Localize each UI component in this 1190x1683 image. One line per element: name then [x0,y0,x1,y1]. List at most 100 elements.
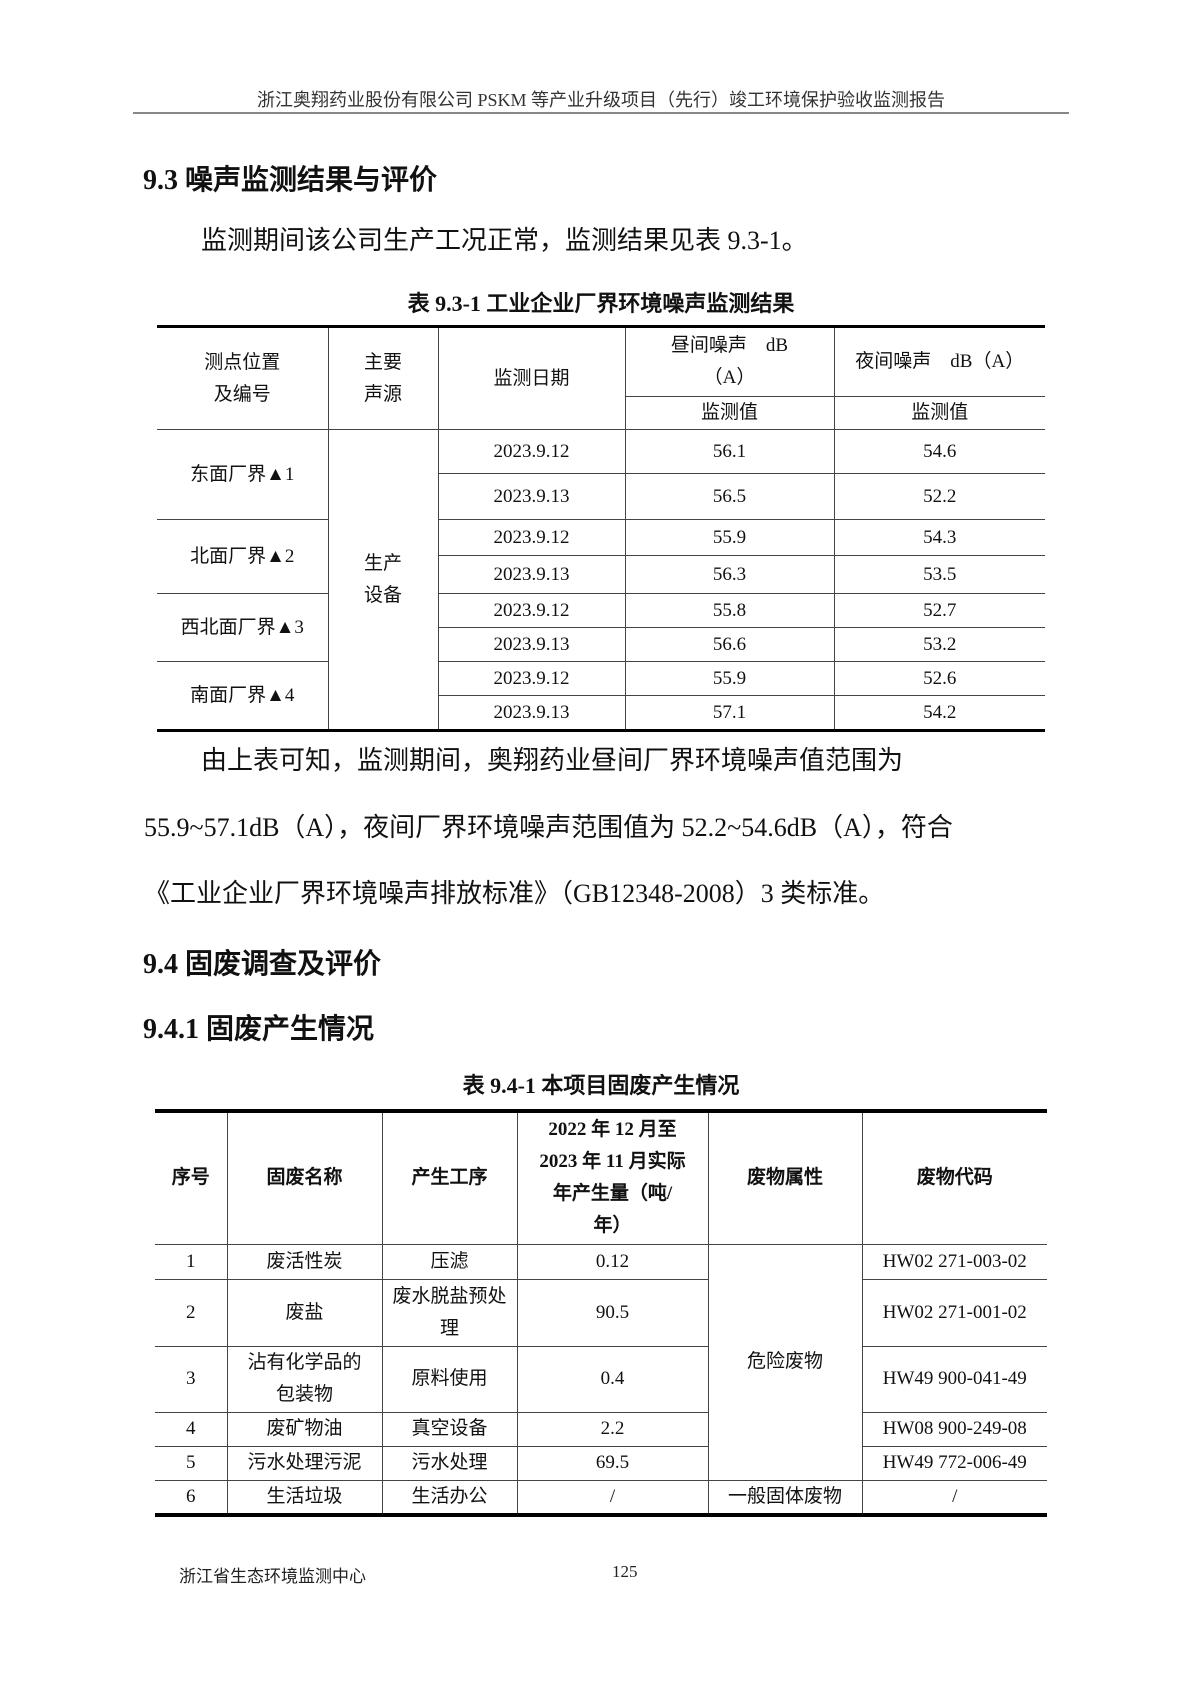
no-cell: 4 [155,1411,228,1447]
night-value-cell: 52.7 [833,593,1045,628]
date-cell: 2023.9.13 [438,627,626,662]
header-amount: 2022 年 12 月至 2023 年 11 月实际 年产生量（吨/年） [516,1110,709,1245]
header-location: 测点位置 及编号 [157,326,329,430]
header-night-value: 监测值 [833,396,1045,430]
table2-caption: 表 9.4-1 本项目固废产生情况 [462,1073,740,1098]
conclusion-line-1: 由上表可知，监测期间，奥翔药业昼间厂界环境噪声值范围为 [201,746,904,775]
date-cell: 2023.9.13 [438,555,626,594]
day-value-cell: 55.9 [624,661,835,696]
footer-organization: 浙江省生态环境监测中心 [179,1567,366,1586]
running-header: 浙江奥翔药业股份有限公司 PSKM 等产业升级项目（先行）竣工环境保护验收监测报… [256,90,946,110]
table-row: 南面厂界▲4 2023.9.12 55.9 52.6 [157,661,1045,731]
solid-waste-table: 序号 固废名称 产生工序 2022 年 12 月至 2023 年 11 月实际 年产… [155,1109,1047,1517]
code-cell: HW08 900-249-08 [861,1411,1047,1447]
night-value-cell: 52.2 [833,473,1045,520]
attribute-cell: 危险废物 [707,1243,863,1481]
code-cell: HW02 271-003-02 [861,1243,1047,1280]
conclusion-line-2: 55.9~57.1dB（A），夜间厂界环境噪声范围值为 52.2~54.6dB（… [144,813,953,842]
section-heading-9-3: 9.3 噪声监测结果与评价 [143,165,438,196]
table-row: 东面厂界▲1 生产 设备 2023.9.12 56.1 54.6 [157,429,1045,731]
day-value-cell: 57.1 [624,695,835,731]
location-cell: 北面厂界▲2 [157,519,329,594]
amount-cell: 0.4 [516,1345,709,1413]
name-cell: 废活性炭 [226,1243,383,1280]
no-cell: 5 [155,1445,228,1481]
process-cell: 废水脱盐预处理 [381,1278,518,1347]
process-cell: 压滤 [381,1243,518,1280]
header-night-noise: 夜间噪声 dB（A） [833,326,1045,397]
table-row: 1 废活性炭 压滤 0.12 危险废物 HW02 271-003-02 [155,1243,1047,1481]
day-value-cell: 56.6 [624,627,835,662]
process-cell: 污水处理 [381,1445,518,1481]
table-row: 西北面厂界▲3 2023.9.12 55.8 52.7 [157,593,1045,662]
conclusion-line-3: 《工业企业厂界环境噪声排放标准》（GB12348-2008）3 类标准。 [144,879,885,908]
header-date: 监测日期 [437,326,626,430]
code-cell: / [861,1479,1047,1516]
attribute-cell: 一般固体废物 [707,1479,863,1516]
name-cell: 废矿物油 [226,1411,383,1447]
process-cell: 真空设备 [381,1411,518,1447]
name-cell: 生活垃圾 [226,1479,383,1516]
header-divider [133,112,1069,114]
table-row: 北面厂界▲2 2023.9.12 55.9 54.3 [157,519,1045,594]
code-cell: HW49 772-006-49 [861,1445,1047,1481]
name-cell: 污水处理污泥 [226,1445,383,1481]
night-value-cell: 54.6 [833,429,1045,474]
amount-cell: / [516,1479,709,1516]
day-value-cell: 55.9 [624,519,835,556]
location-cell: 西北面厂界▲3 [157,593,329,662]
section-heading-9-4-1: 9.4.1 固废产生情况 [143,1014,375,1045]
source-cell: 生产 设备 [327,429,439,731]
header-code: 废物代码 [861,1110,1047,1245]
no-cell: 6 [155,1479,228,1516]
code-cell: HW49 900-041-49 [861,1345,1047,1413]
intro-paragraph: 监测期间该公司生产工况正常，监测结果见表 9.3-1。 [201,226,808,255]
day-value-cell: 56.1 [624,429,835,474]
header-day-value: 监测值 [625,396,835,430]
page-number: 125 [612,1562,638,1581]
location-cell: 南面厂界▲4 [157,661,329,731]
table-row: 2023.9.13 57.1 54.2 [157,695,1045,731]
header-day-noise: 昼间噪声 dB （A） [624,326,835,397]
amount-cell: 69.5 [516,1445,709,1481]
table-row: 2023.9.13 56.5 52.2 [157,473,1045,520]
day-value-cell: 56.5 [624,473,835,520]
date-cell: 2023.9.12 [437,661,626,696]
day-value-cell: 55.8 [624,593,835,628]
date-cell: 2023.9.12 [437,519,626,556]
process-cell: 生活办公 [381,1479,518,1516]
header-source: 主要 声源 [327,326,439,430]
code-cell: HW02 271-001-02 [861,1278,1047,1347]
header-name: 固废名称 [226,1110,383,1245]
amount-cell: 2.2 [516,1411,709,1447]
no-cell: 1 [155,1243,228,1280]
table-row: 5 污水处理污泥 污水处理 69.5 HW49 772-006-49 [155,1445,1047,1481]
table-row: 4 废矿物油 真空设备 2.2 HW08 900-249-08 [155,1411,1047,1447]
night-value-cell: 52.6 [833,661,1045,696]
date-cell: 2023.9.13 [438,695,626,731]
date-cell: 2023.9.12 [437,593,626,628]
table-row: 3 沾有化学品的包装物 原料使用 0.4 HW49 900-041-49 [155,1345,1047,1413]
process-cell: 原料使用 [381,1345,518,1413]
date-cell: 2023.9.12 [437,429,626,474]
header-no: 序号 [155,1110,228,1245]
table1-caption: 表 9.3-1 工业企业厂界环境噪声监测结果 [407,291,795,316]
location-cell: 东面厂界▲1 [157,429,329,520]
date-cell: 2023.9.13 [438,473,626,520]
table-row: 2023.9.13 56.3 53.5 [157,555,1045,594]
night-value-cell: 53.2 [833,627,1045,662]
amount-cell: 0.12 [516,1243,709,1280]
night-value-cell: 54.2 [833,695,1045,731]
night-value-cell: 53.5 [833,555,1045,594]
no-cell: 2 [155,1278,228,1347]
header-process: 产生工序 [381,1110,518,1245]
name-cell: 沾有化学品的包装物 [226,1345,383,1413]
name-cell: 废盐 [226,1278,383,1347]
day-value-cell: 56.3 [624,555,835,594]
no-cell: 3 [155,1345,228,1413]
amount-cell: 90.5 [516,1278,709,1347]
noise-results-table: 测点位置 及编号 主要 声源 监测日期 昼间噪声 dB （A） 夜间噪声 dB（A） … [157,325,1045,732]
night-value-cell: 54.3 [833,519,1045,556]
table-row: 2 废盐 废水脱盐预处理 90.5 HW02 271-001-02 [155,1278,1047,1347]
header-attribute: 废物属性 [707,1110,863,1245]
